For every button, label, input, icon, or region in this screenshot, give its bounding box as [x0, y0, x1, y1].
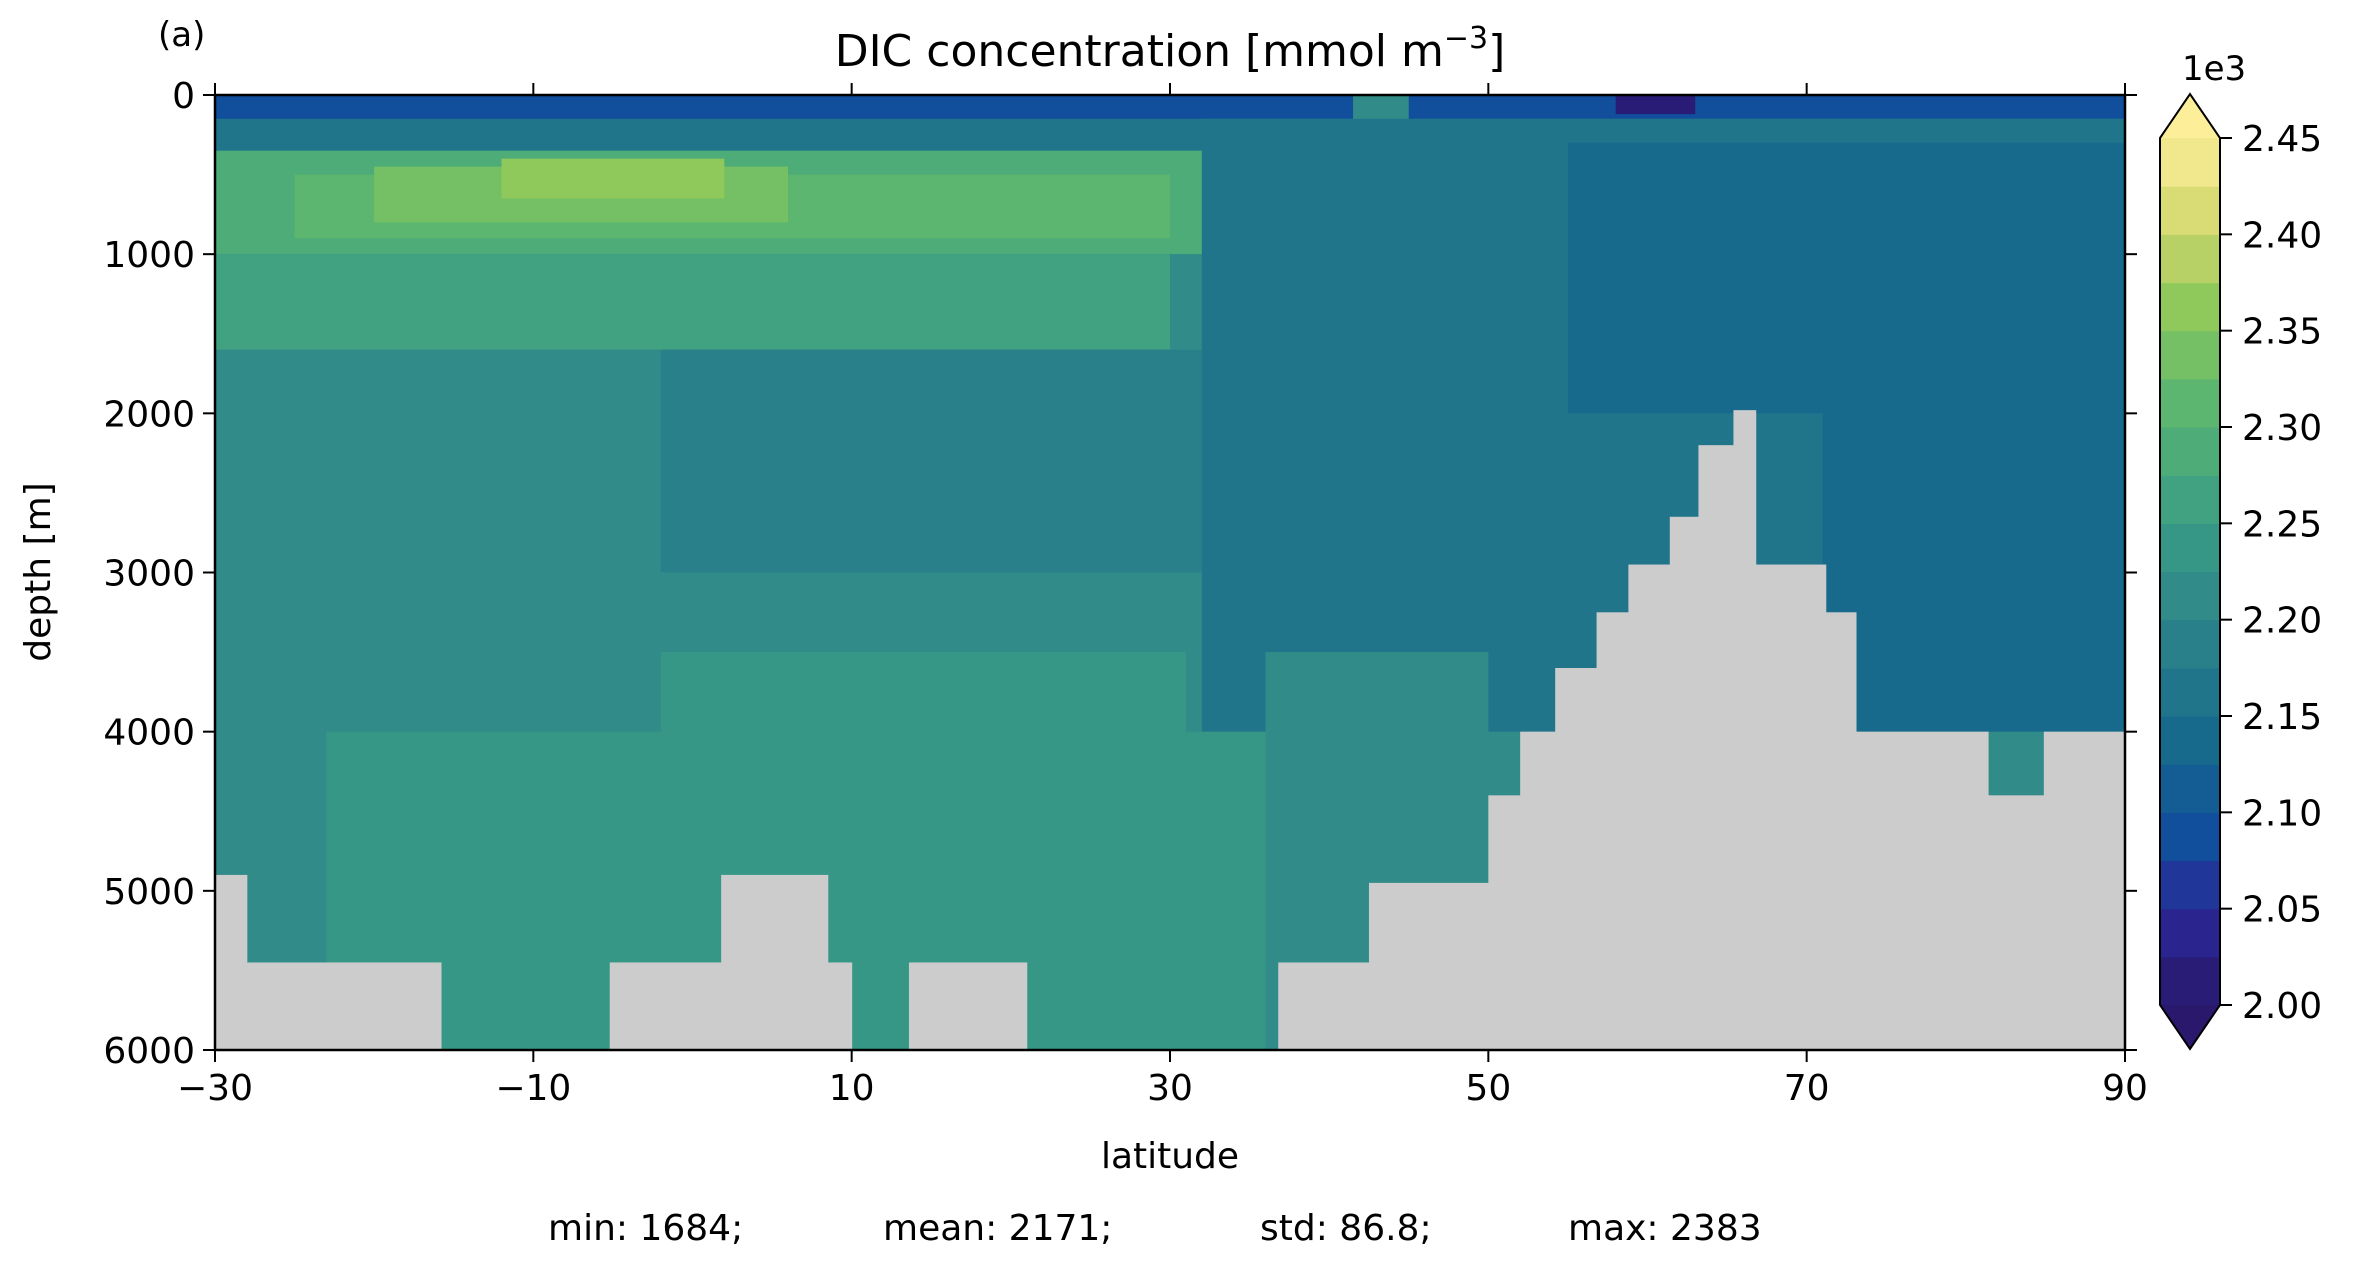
- bathymetry-land: [1825, 612, 1857, 1050]
- bathymetry-land: [1628, 564, 1671, 1050]
- colorbar-tick-label: 2.40: [2242, 215, 2322, 256]
- y-tick-label: 1000: [103, 235, 195, 276]
- colorbar-level: [2160, 667, 2220, 717]
- bathymetry-land: [1988, 795, 2045, 1050]
- colorbar-multiplier: 1e3: [2182, 49, 2246, 89]
- colorbar-tick-label: 2.20: [2242, 601, 2322, 642]
- stat-max: max: 2383: [1568, 1208, 1762, 1249]
- x-tick-label: 30: [1147, 1068, 1193, 1109]
- stat-std: std: 86.8;: [1260, 1208, 1432, 1249]
- colorbar-level: [2160, 908, 2220, 958]
- stat-min: min: 1684;: [548, 1208, 743, 1249]
- bathymetry-land: [215, 874, 248, 1050]
- colorbar: 2.00 2.05 2.10 2.15 2.20 2.25 2.30 2.35 2.40 2.45: [2159, 92, 2322, 1051]
- y-axis: 0 1000 2000 3000 4000 5000 6000: [103, 76, 2137, 1072]
- colorbar-level: [2160, 860, 2220, 910]
- chart-title-main: DIC concentration [mmol m: [835, 26, 1444, 77]
- colorbar-tick-label: 2.05: [2242, 890, 2322, 931]
- bathymetry-land: [827, 962, 853, 1050]
- colorbar-tick-label: 2.30: [2242, 408, 2322, 449]
- colorbar-extend-max: [2160, 94, 2220, 138]
- colorbar-tick-label: 2.00: [2242, 986, 2322, 1027]
- bathymetry-land: [1698, 445, 1734, 1050]
- colorbar-tick-label: 2.35: [2242, 312, 2322, 353]
- colorbar-extend-min: [2160, 1005, 2220, 1049]
- colorbar-level: [2160, 571, 2220, 621]
- bathymetry-land: [1488, 795, 1521, 1050]
- bathymetry-land: [721, 874, 829, 1050]
- bathymetry-land: [1368, 882, 1489, 1050]
- heatmap-cell: [851, 445, 1170, 541]
- bathymetry-land: [1555, 668, 1598, 1050]
- heatmap-cell: [215, 95, 2125, 119]
- colorbar-level: [2160, 282, 2220, 332]
- colorbar-level: [2160, 427, 2220, 476]
- heatmap-cell: [1615, 95, 1696, 115]
- bathymetry-land: [1856, 731, 1989, 1050]
- heatmap-cell: [1822, 333, 2125, 732]
- x-tick-label: 10: [829, 1068, 875, 1109]
- colorbar-level: [2160, 330, 2220, 380]
- stat-mean: mean: 2171;: [883, 1208, 1112, 1249]
- y-tick-label: 6000: [103, 1031, 195, 1072]
- heatmap-cell: [215, 254, 1170, 350]
- colorbar-tick-label: 2.15: [2242, 697, 2322, 738]
- x-tick-label: 70: [1784, 1068, 1830, 1109]
- bathymetry-land: [609, 962, 722, 1050]
- colorbar-level: [2160, 186, 2220, 235]
- bathymetry-land: [246, 962, 442, 1050]
- chart-title: DIC concentration [mmol m−3]: [835, 21, 1506, 77]
- stats-line: min: 1684; mean: 2171; std: 86.8; max: 2…: [548, 1208, 1762, 1249]
- colorbar-level: [2160, 764, 2220, 813]
- colorbar-level: [2160, 138, 2220, 187]
- colorbar-tick-label: 2.25: [2242, 504, 2322, 545]
- bathymetry-land: [1755, 564, 1827, 1050]
- colorbar-level: [2160, 956, 2220, 1006]
- x-tick-label: −10: [495, 1068, 571, 1109]
- colorbar-tick-label: 2.10: [2242, 793, 2322, 834]
- bathymetry-land: [908, 962, 1028, 1050]
- heatmap-cell: [1265, 652, 1489, 891]
- y-tick-label: 4000: [103, 713, 195, 754]
- panel-label: (a): [158, 15, 205, 55]
- bathymetry-layer: [215, 410, 2125, 1050]
- bathymetry-land: [1733, 410, 1757, 1050]
- x-tick-label: 90: [2102, 1068, 2148, 1109]
- colorbar-level: [2160, 716, 2220, 765]
- heatmap-cell: [660, 652, 1186, 732]
- y-axis-label: depth [m]: [18, 482, 59, 661]
- x-axis: −30 −10 10 30 50 70 90: [177, 83, 2148, 1109]
- colorbar-level: [2160, 378, 2220, 428]
- heatmap-cell: [501, 158, 725, 199]
- y-tick-label: 3000: [103, 554, 195, 595]
- x-axis-label: latitude: [1101, 1136, 1239, 1177]
- x-tick-label: −30: [177, 1068, 253, 1109]
- bathymetry-land: [1520, 731, 1556, 1050]
- colorbar-level: [2160, 234, 2220, 284]
- colorbar-level: [2160, 812, 2220, 862]
- bathymetry-land: [1669, 516, 1699, 1050]
- colorbar-level: [2160, 523, 2220, 573]
- y-tick-label: 2000: [103, 394, 195, 435]
- y-tick-label: 0: [172, 76, 195, 117]
- bathymetry-land: [1278, 962, 1370, 1050]
- x-tick-label: 50: [1465, 1068, 1511, 1109]
- bathymetry-land: [1596, 612, 1629, 1050]
- colorbar-tick-label: 2.45: [2242, 119, 2322, 160]
- chart-title-suffix: ]: [1488, 26, 1505, 77]
- y-tick-label: 5000: [103, 872, 195, 913]
- chart-title-exponent: −3: [1444, 21, 1488, 56]
- colorbar-level: [2160, 475, 2220, 524]
- colorbar-level: [2160, 619, 2220, 669]
- bathymetry-land: [2043, 731, 2125, 1050]
